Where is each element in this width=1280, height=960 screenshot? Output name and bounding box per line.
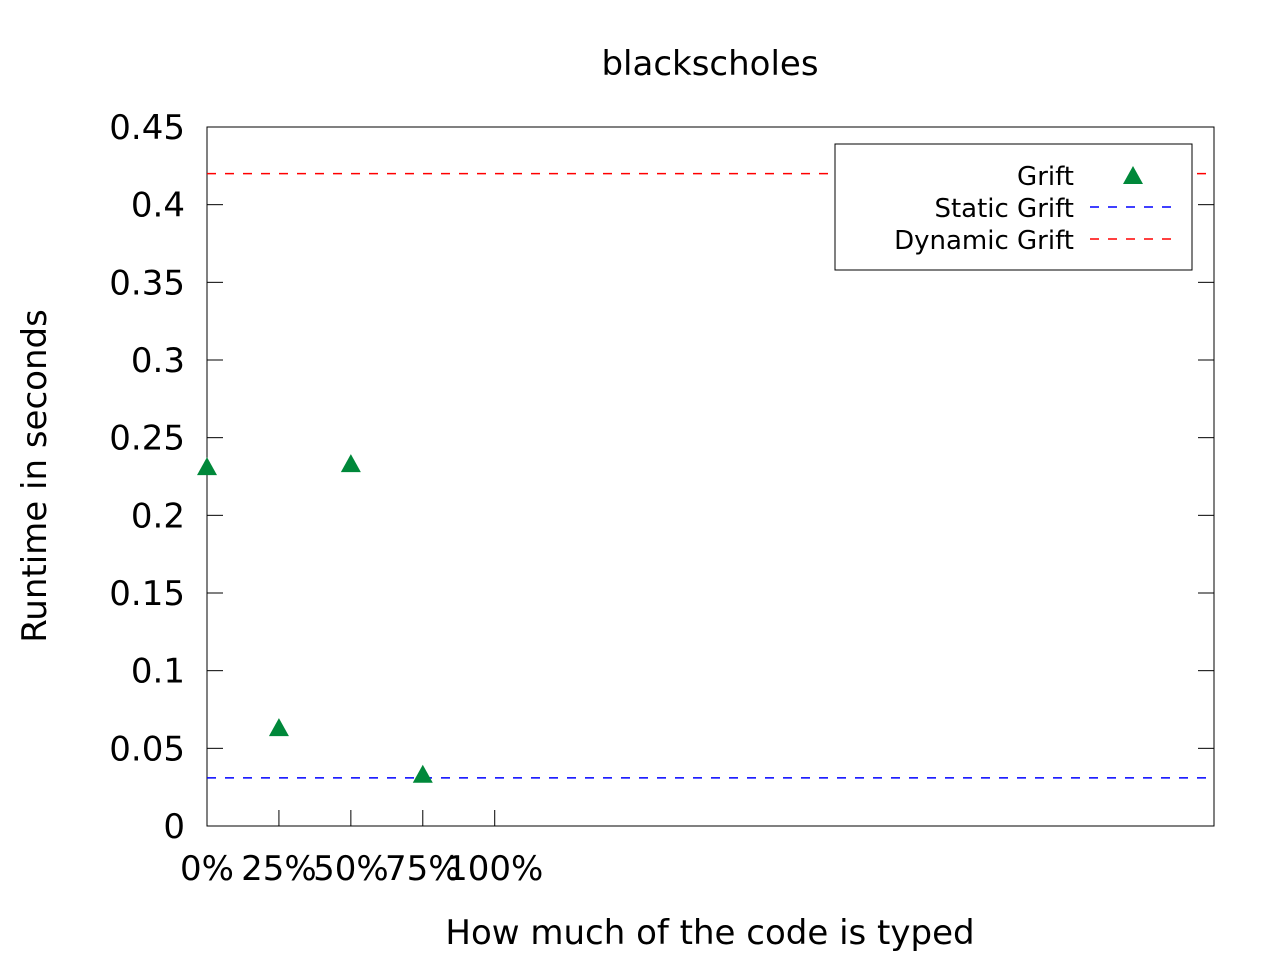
legend-label-static-grift: Static Grift bbox=[934, 194, 1074, 224]
chart-title: blackscholes bbox=[601, 44, 818, 84]
plot-area: 0 0.05 0.1 0.15 0.2 0.25 0.3 0.35 0.4 0.45 0% 25%50… bbox=[109, 108, 1215, 889]
plot-border bbox=[206, 126, 1215, 827]
x-axis-label: How much of the code is typed bbox=[445, 913, 974, 953]
y-tick-label: 0.15 bbox=[109, 574, 185, 614]
data-point bbox=[197, 457, 217, 476]
y-tick-label: 0.05 bbox=[109, 729, 185, 769]
data-point bbox=[268, 718, 289, 737]
y-tick-label: 0.2 bbox=[131, 496, 185, 536]
x-tick-label: 75% bbox=[385, 849, 461, 889]
legend-label-grift: Grift bbox=[1017, 162, 1074, 192]
legend-label-dynamic-grift: Dynamic Grift bbox=[894, 226, 1074, 256]
y-tick-label: 0.4 bbox=[131, 186, 185, 226]
data-point bbox=[340, 454, 361, 473]
legend-marker-grift bbox=[1123, 166, 1143, 184]
y-tick-label: 0.3 bbox=[131, 341, 185, 381]
y-tick-label: 0 bbox=[163, 807, 185, 847]
y-axis-label: Runtime in seconds bbox=[15, 309, 55, 643]
x-tick-label: 25% bbox=[241, 849, 317, 889]
x-tick-label: 0% bbox=[180, 849, 234, 889]
y-tick-label: 0.25 bbox=[109, 419, 185, 459]
x-tick-label: 50% bbox=[313, 849, 389, 889]
x-tick-label: 100% bbox=[446, 849, 543, 889]
data-point bbox=[412, 764, 433, 783]
y-tick-label: 0.45 bbox=[109, 108, 185, 148]
y-tick-label: 0.35 bbox=[109, 263, 185, 303]
y-tick-label: 0.1 bbox=[131, 652, 185, 692]
